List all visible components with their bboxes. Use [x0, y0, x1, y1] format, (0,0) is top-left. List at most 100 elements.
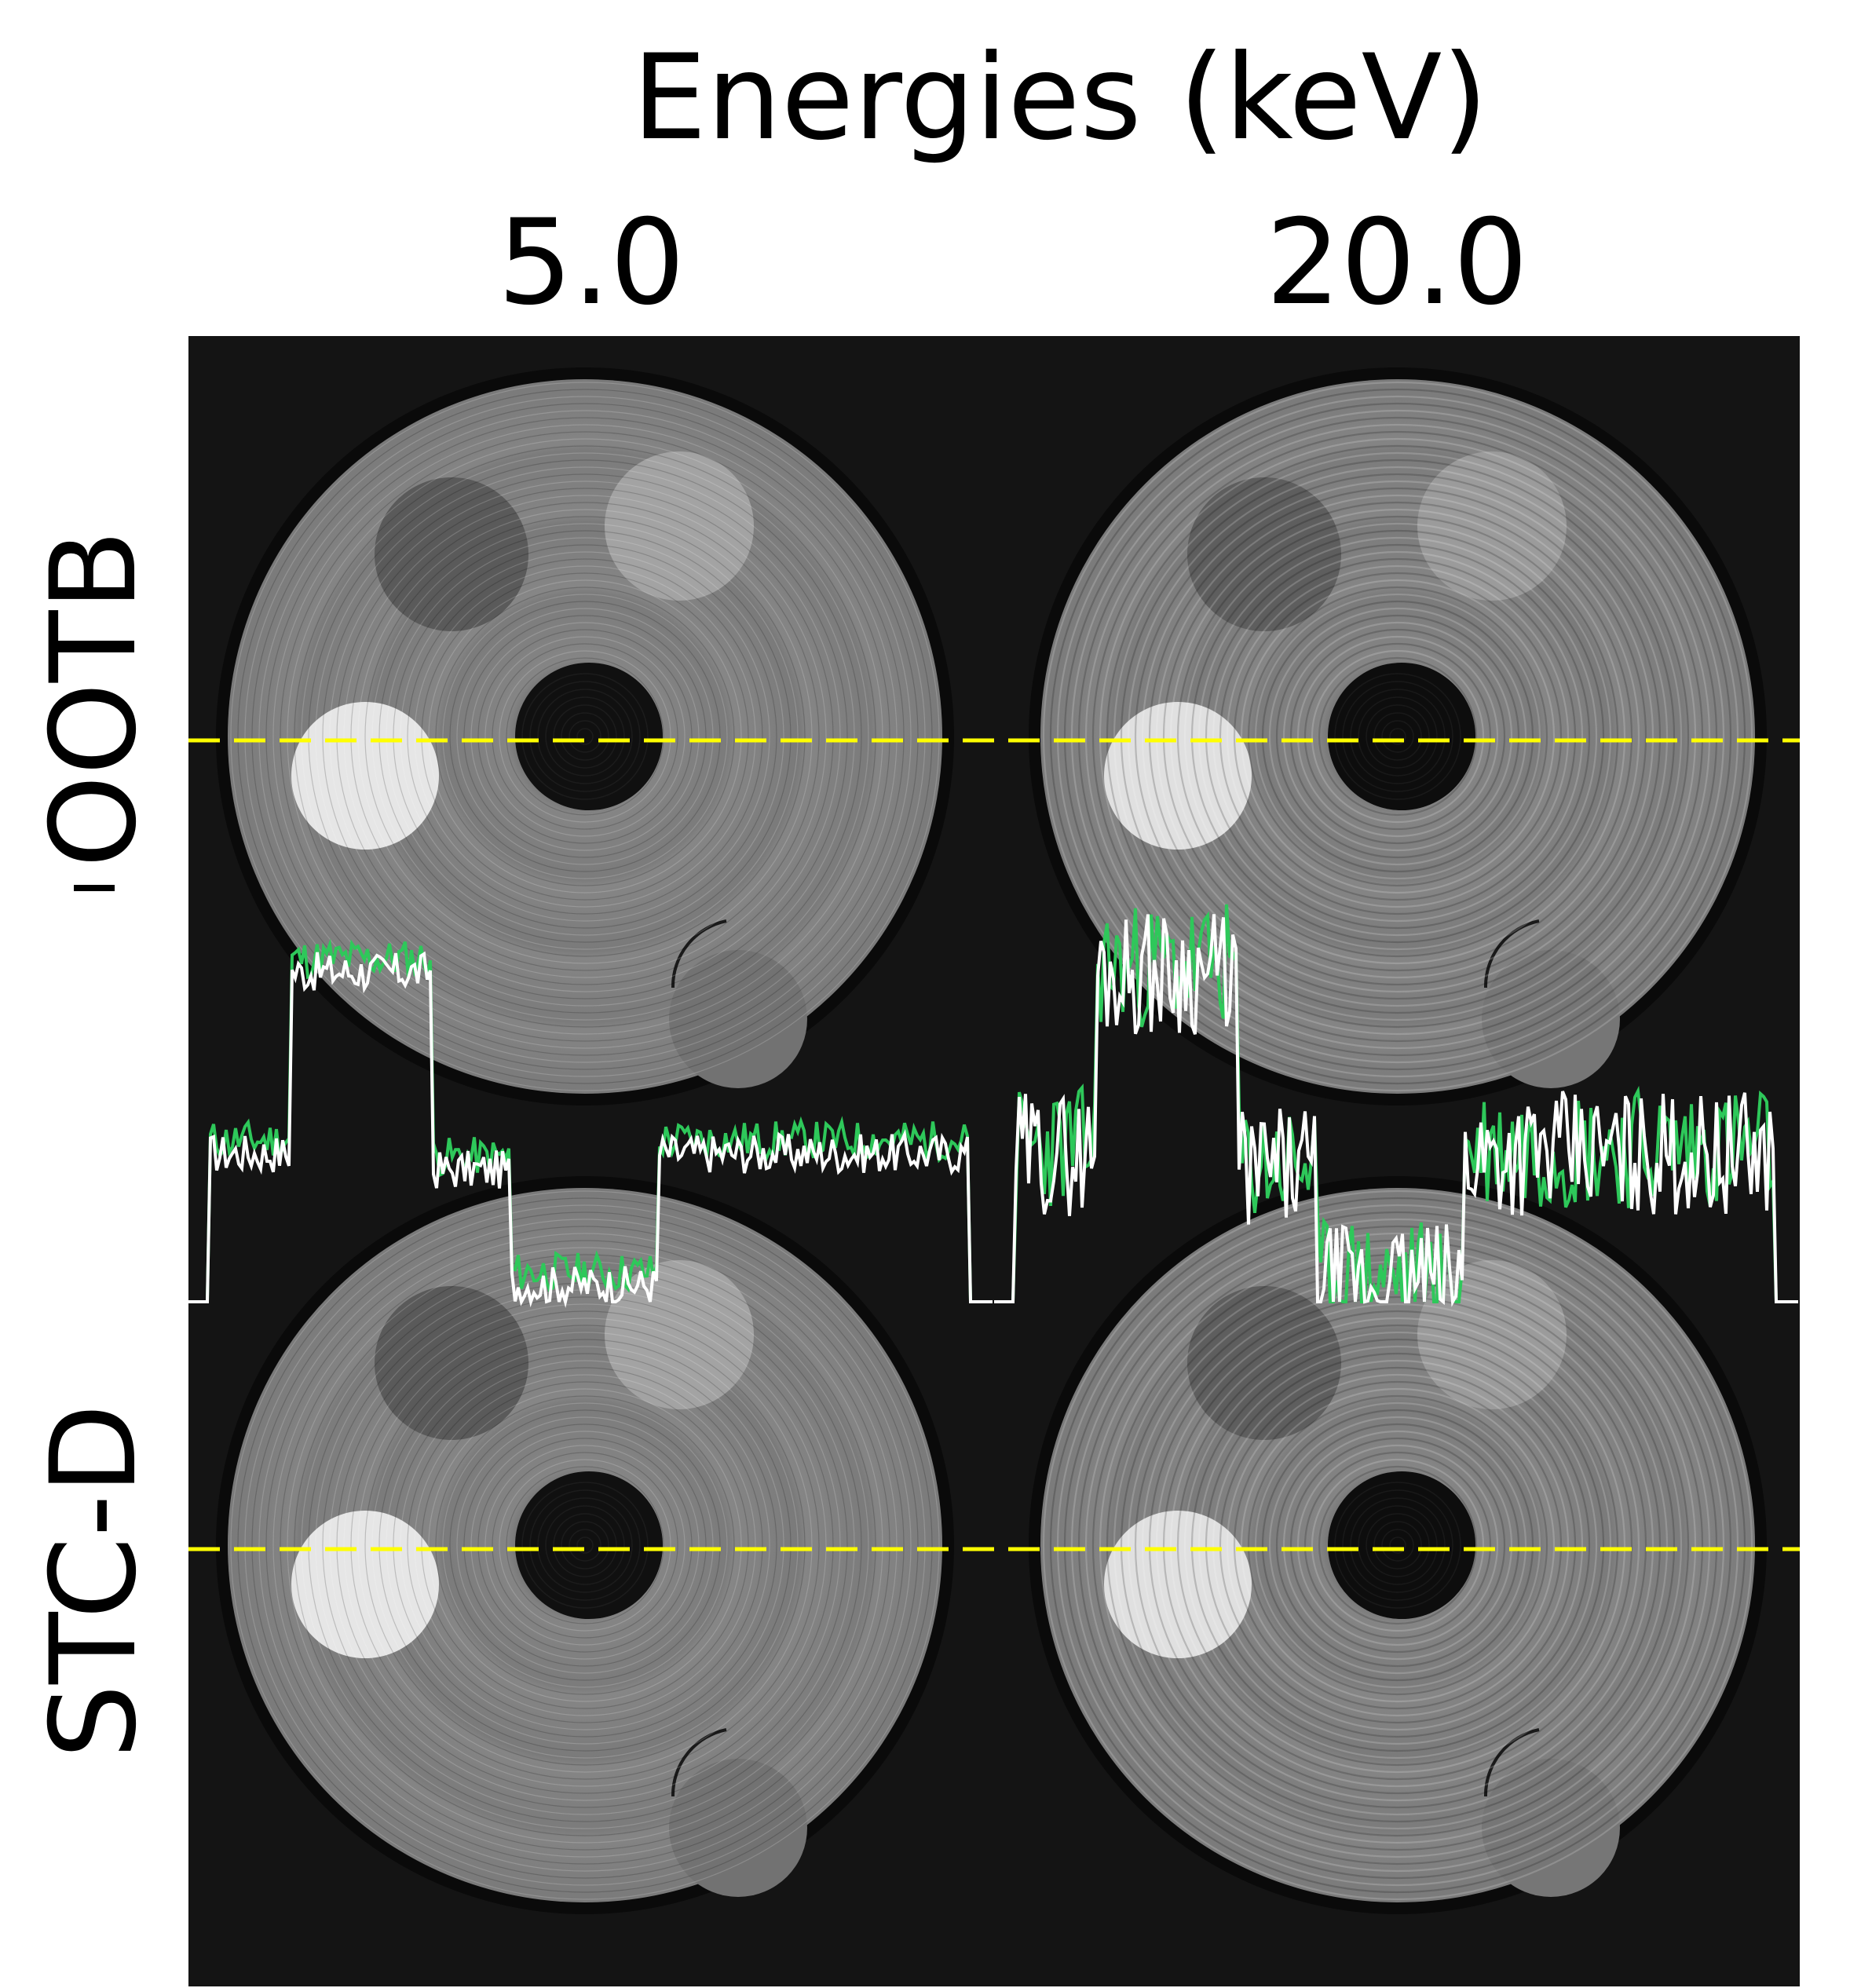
- ring-artifact: [357, 1317, 813, 1773]
- ring-artifact: [1212, 550, 1584, 923]
- ring-artifact: [400, 1360, 770, 1730]
- ring-artifact: [1113, 451, 1683, 1021]
- ring-artifact: [1389, 1537, 1406, 1554]
- ring-artifact: [1141, 480, 1654, 993]
- ring-artifact: [1042, 1190, 1753, 1901]
- ring-artifact: [470, 622, 700, 851]
- ring-artifact: [1268, 607, 1527, 866]
- ring-artifact: [1162, 1310, 1633, 1781]
- ring-artifact: [428, 579, 742, 894]
- ring-artifact: [251, 403, 919, 1070]
- ring-artifact: [1056, 395, 1739, 1078]
- ring-artifact: [287, 438, 883, 1035]
- ring-artifact: [1275, 1423, 1520, 1668]
- ring-artifact: [442, 594, 728, 879]
- ring-artifact: [1373, 712, 1422, 761]
- ring-artifact: [1381, 1529, 1414, 1562]
- ring-artifact: [521, 673, 649, 800]
- ring-artifact: [545, 696, 625, 777]
- ring-artifact: [1197, 1345, 1598, 1745]
- ring-artifact: [414, 565, 756, 908]
- ring-artifact: [1162, 501, 1633, 972]
- ring-artifact: [470, 1431, 700, 1660]
- ring-artifact: [350, 1310, 820, 1780]
- ring-artifact: [1373, 1521, 1422, 1570]
- ring-artifact: [492, 1452, 678, 1639]
- ring-artifact: [1183, 1331, 1612, 1760]
- ring-artifact: [537, 689, 633, 784]
- ring-artifact: [1303, 1451, 1492, 1639]
- ring-artifact: [1063, 402, 1732, 1071]
- ring-artifact: [1084, 423, 1711, 1050]
- ring-artifact: [435, 587, 735, 886]
- ring-artifact: [258, 410, 912, 1063]
- ring-artifact: [1261, 1409, 1534, 1682]
- ring-artifact: [492, 643, 678, 830]
- ring-artifact: [1205, 543, 1591, 930]
- ring-artifact: [1155, 494, 1640, 979]
- ring-artifact: [1282, 1430, 1513, 1661]
- ring-artifact: [1219, 557, 1577, 915]
- ring-artifact: [477, 1438, 693, 1653]
- ring-artifact: [1176, 515, 1619, 958]
- ring-artifact: [244, 396, 926, 1077]
- ring-artifact: [1334, 1482, 1461, 1609]
- ring-artifact: [484, 636, 686, 837]
- ring-artifact: [484, 1445, 686, 1646]
- ring-artifact: [569, 1529, 601, 1562]
- ring-artifact: [1077, 1225, 1718, 1866]
- figure-title: Energies (keV): [632, 30, 1488, 166]
- ring-artifact: [329, 481, 841, 992]
- ring-artifact: [357, 509, 813, 964]
- panel-stcd-5kev: [188, 1142, 994, 1986]
- ring-artifact: [1212, 1359, 1584, 1731]
- ootb-profile-trace: [188, 951, 993, 1308]
- ring-artifact: [1205, 1352, 1591, 1738]
- ring-artifact: [272, 1233, 898, 1858]
- ring-artifact: [1233, 572, 1563, 901]
- ring-artifact: [371, 523, 799, 950]
- ring-artifact: [576, 1537, 594, 1554]
- ring-artifact: [1099, 437, 1697, 1036]
- ring-artifact: [1127, 466, 1669, 1007]
- ring-artifact: [294, 445, 876, 1028]
- ring-artifact: [537, 1497, 633, 1593]
- row-label-ootb: OOTB: [26, 530, 163, 892]
- ring-artifact: [1303, 642, 1492, 831]
- ring-artifact: [1381, 720, 1414, 753]
- ring-artifact: [393, 544, 777, 929]
- ring-artifact: [407, 1367, 763, 1723]
- ring-artifact: [529, 681, 641, 792]
- ring-artifact: [400, 551, 770, 922]
- ring-artifact: [265, 417, 905, 1056]
- ring-artifact: [1289, 1437, 1506, 1654]
- ring-artifact: [449, 601, 721, 872]
- ring-artifact: [237, 389, 933, 1084]
- ring-artifact: [499, 1459, 671, 1632]
- ring-artifact: [529, 1489, 641, 1601]
- ring-artifact: [258, 1219, 912, 1872]
- ring-artifact: [237, 1197, 933, 1893]
- ring-artifact: [1318, 656, 1478, 817]
- ring-artifact: [308, 459, 862, 1014]
- ring-artifact: [1240, 579, 1556, 894]
- ring-artifact: [1275, 614, 1520, 859]
- row-label-stcd-text: STC-D: [26, 1403, 163, 1760]
- ring-artifact: [1366, 1513, 1430, 1577]
- ring-artifact: [1318, 1465, 1478, 1625]
- ring-artifact: [553, 1513, 617, 1577]
- ring-artifact: [315, 466, 855, 1007]
- ring-artifact: [251, 1211, 919, 1879]
- row-label-ootb-text: OOTB: [26, 529, 163, 868]
- ring-artifact: [1070, 1218, 1725, 1873]
- ring-artifact: [1334, 673, 1461, 800]
- ring-artifact: [1358, 696, 1438, 777]
- ring-artifact: [421, 572, 749, 901]
- ring-artifact: [1342, 1489, 1453, 1601]
- ring-artifact: [407, 558, 763, 915]
- ring-artifact: [1289, 628, 1506, 845]
- ring-artifact: [1219, 1366, 1577, 1724]
- ring-artifact: [1176, 1324, 1619, 1767]
- ring-artifact: [1296, 1444, 1499, 1646]
- ring-artifact: [1120, 459, 1676, 1014]
